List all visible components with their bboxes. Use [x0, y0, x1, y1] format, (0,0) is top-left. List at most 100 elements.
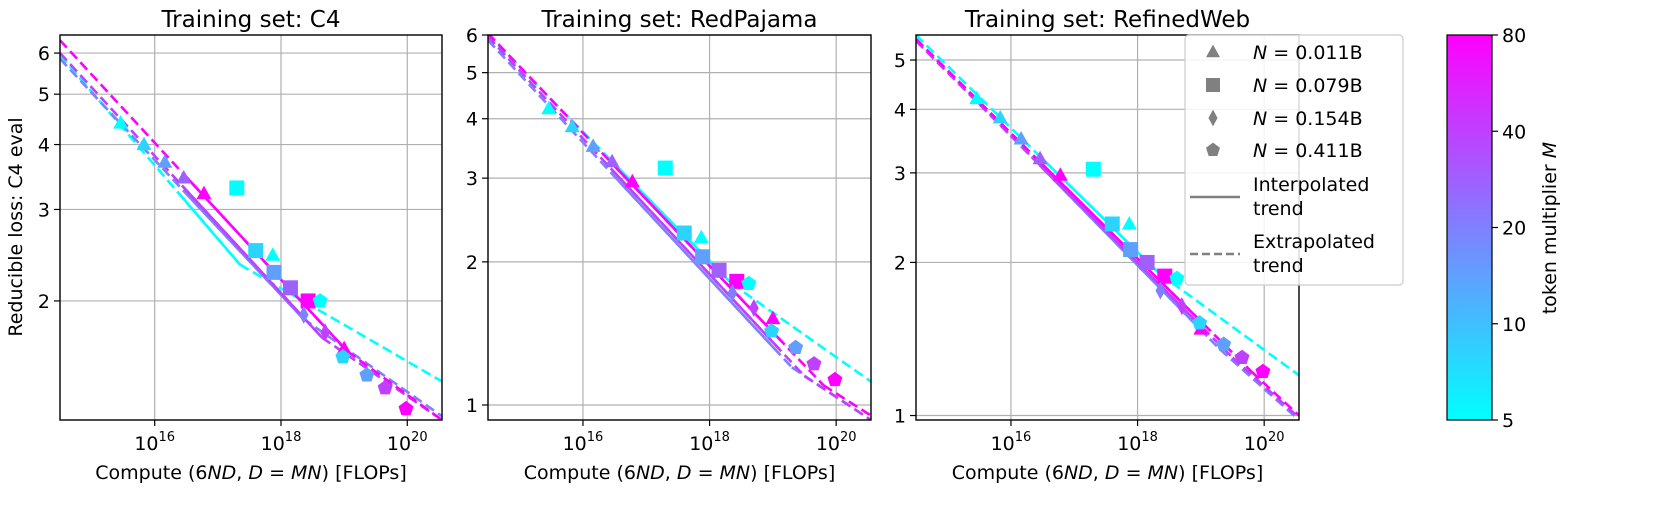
data-point-pentagon: [398, 400, 414, 416]
y-tick-label: 4: [38, 135, 50, 157]
colorbar-tick-label: 80: [1502, 25, 1526, 47]
data-point-square: [729, 273, 745, 289]
y-tick-label: 6: [466, 25, 478, 47]
data-point-pentagon: [788, 339, 804, 355]
y-tick-label: 3: [466, 168, 478, 190]
data-points: [969, 90, 1271, 378]
x-tick-label: 1018: [1117, 430, 1158, 455]
x-tick-label: 1018: [261, 430, 302, 455]
trend-extrapolated-right: [1250, 370, 1299, 417]
chart-title: Training set: C4: [161, 7, 341, 33]
colorbar-gradient-bar: [1446, 34, 1493, 421]
data-point-square: [248, 243, 264, 259]
data-point-diamond: [727, 284, 738, 303]
x-axis-label: Compute (6ND, D = MN) [FLOPs]: [524, 462, 835, 484]
colorbar-tick-label: 5: [1502, 410, 1514, 432]
y-tick-label: 3: [894, 163, 906, 185]
data-point-triangle: [1032, 150, 1048, 165]
y-tick-label: 5: [894, 50, 906, 72]
data-point-triangle: [541, 100, 557, 115]
legend-label: N = 0.154B: [1253, 108, 1363, 130]
legend-label: N = 0.079B: [1253, 75, 1363, 97]
y-tick-label: 1: [466, 395, 478, 417]
legend-marker-diamond: [1208, 109, 1218, 127]
data-point-triangle: [113, 115, 129, 129]
data-point-triangle: [693, 229, 709, 244]
data-point-diamond: [1155, 281, 1166, 300]
y-tick-label: 5: [466, 63, 478, 85]
data-points: [113, 115, 414, 416]
data-point-triangle: [265, 247, 281, 261]
legend-line-label-cont: trend: [1253, 255, 1304, 277]
colorbar-tick-label: 10: [1502, 314, 1526, 336]
y-tick-label: 4: [894, 99, 906, 121]
trend-extrapolated-left: [916, 35, 1161, 275]
colorbar: 5 10 20 40 80 token multiplier M: [1446, 25, 1561, 432]
data-point-square: [1085, 161, 1101, 177]
data-point-pentagon: [359, 367, 375, 382]
data-point-triangle: [969, 90, 985, 105]
x-tick-label: 1016: [991, 430, 1032, 455]
chart-panel-3: 1 2 3 4 5 1016 1018 1020 Training set: RefinedWe…: [894, 7, 1300, 484]
chart-title: Training set: RedPajama: [541, 7, 818, 33]
data-point-diamond: [298, 305, 309, 324]
x-axis-label: Compute (6ND, D = MN) [FLOPs]: [95, 462, 406, 484]
trend-extrapolated-right: [302, 317, 442, 418]
axes-frame: [59, 34, 443, 421]
data-point-pentagon: [806, 356, 822, 371]
trend-lines: [60, 39, 442, 420]
trend-interpolated: [182, 185, 323, 339]
data-point-pentagon: [1169, 270, 1185, 285]
data-point-pentagon: [1192, 315, 1208, 330]
data-point-pentagon: [312, 293, 328, 308]
trend-extrapolated-right: [822, 384, 871, 417]
data-point-diamond: [1177, 297, 1187, 316]
data-point-triangle: [604, 153, 620, 168]
data-point-triangle: [136, 136, 152, 151]
chart-panel-2: 1 2 3 4 5 6 1016 1018 1020 Training set: RedPajam…: [466, 7, 872, 484]
x-tick-label: 1020: [816, 430, 857, 455]
data-point-square: [300, 293, 316, 309]
chart-title: Training set: RefinedWeb: [964, 7, 1250, 33]
data-points: [541, 100, 843, 387]
colorbar-label: token multiplier M: [1539, 142, 1561, 314]
data-point-triangle: [564, 118, 580, 133]
y-axis-label: Reducible loss: C4 eval: [5, 117, 27, 336]
trend-extrapolated-right: [1158, 272, 1299, 377]
colorbar-tick-label: 20: [1502, 218, 1526, 240]
data-point-triangle: [157, 154, 173, 168]
trend-extrapolated-right: [1219, 348, 1299, 420]
data-point-pentagon: [1234, 349, 1250, 364]
x-tick-label: 1020: [1244, 430, 1285, 455]
data-point-triangle: [1052, 167, 1068, 181]
data-point-triangle: [585, 138, 601, 152]
legend-marker-square: [1206, 78, 1220, 92]
x-axis-label: Compute (6ND, D = MN) [FLOPs]: [952, 462, 1263, 484]
axes-frame: [487, 34, 872, 421]
data-point-triangle: [765, 310, 781, 325]
legend: N = 0.011B N = 0.079B N = 0.154B N = 0.411B…: [1184, 34, 1404, 286]
legend-marker-pentagon: [1206, 142, 1220, 156]
x-tick-label: 1016: [563, 430, 604, 455]
data-point-triangle: [196, 185, 212, 200]
y-tick-label: 2: [38, 291, 50, 313]
y-tick-label: 6: [38, 43, 50, 65]
trend-extrapolated-right: [346, 350, 442, 420]
y-tick-label: 3: [38, 199, 50, 221]
colorbar-tick-label: 40: [1502, 121, 1526, 143]
data-point-square: [229, 180, 245, 196]
data-point-pentagon: [377, 380, 393, 395]
data-point-square: [1139, 254, 1155, 270]
data-point-triangle: [1121, 216, 1137, 230]
data-point-square: [1123, 242, 1139, 258]
y-tick-label: 1: [894, 406, 906, 428]
x-tick-label: 1020: [387, 430, 428, 455]
data-point-triangle: [336, 340, 352, 355]
data-point-pentagon: [741, 275, 757, 290]
legend-box: [1184, 34, 1404, 286]
trend-extrapolated-right: [730, 282, 871, 383]
legend-line-label: Extrapolated: [1253, 231, 1375, 253]
trend-interpolated: [182, 197, 241, 266]
y-tick-label: 2: [894, 252, 906, 274]
